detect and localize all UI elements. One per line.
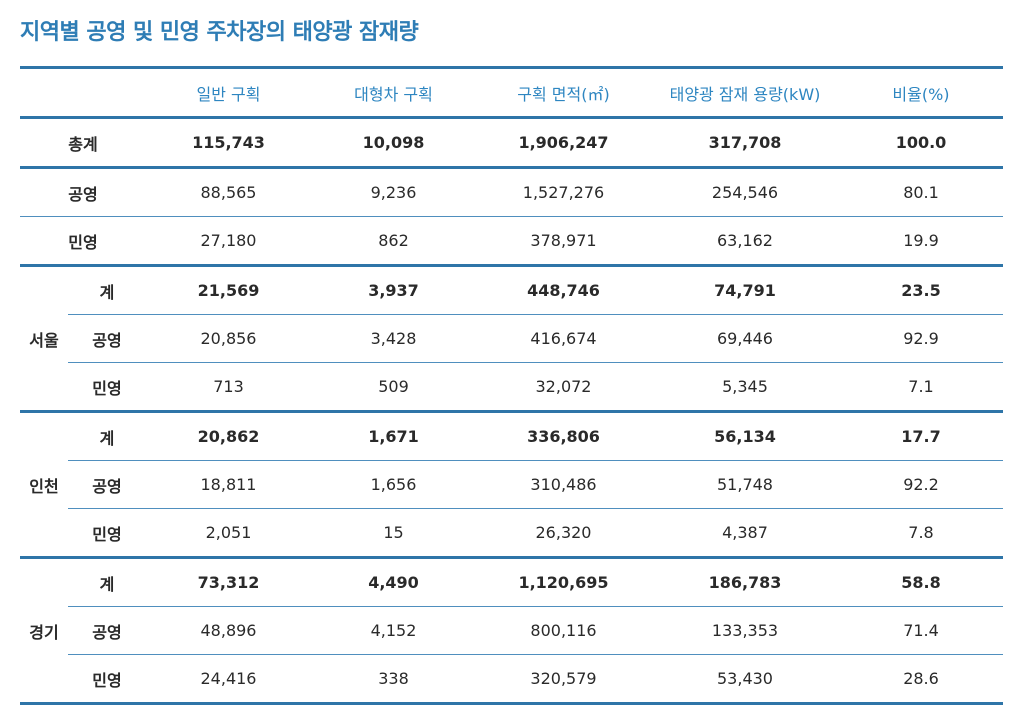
table-cell: 1,527,276 [476, 167, 651, 217]
column-header: 구획 면적(㎡) [476, 66, 651, 119]
table-cell: 32,072 [476, 362, 651, 413]
table-cell: 509 [311, 362, 476, 413]
table-cell: 3,937 [311, 265, 476, 315]
row-label: 민영 [68, 654, 146, 705]
table-cell: 7.8 [839, 508, 1003, 559]
table-cell: 48,896 [146, 606, 311, 655]
region-subtotal-row: 인천 계 20,862 1,671 336,806 56,134 17.7 [20, 411, 1003, 559]
table-cell: 18,811 [146, 460, 311, 509]
table-cell: 88,565 [146, 167, 311, 217]
table-cell: 133,353 [651, 606, 839, 655]
table-cell: 7.1 [839, 362, 1003, 413]
solar-potential-table: 일반 구획 대형차 구획 구획 면적(㎡) 태양광 잠재 용량(kW) 비율(%… [20, 66, 1003, 705]
table-row: 민영 24,416 338 320,579 53,430 28.6 [20, 654, 1003, 705]
table-header-row: 일반 구획 대형차 구획 구획 면적(㎡) 태양광 잠재 용량(kW) 비율(%… [20, 66, 1003, 119]
table-cell: 73,312 [146, 557, 311, 607]
table-cell: 336,806 [476, 411, 651, 461]
table-cell: 17.7 [839, 411, 1003, 461]
table-cell: 74,791 [651, 265, 839, 315]
region-label: 인천 [20, 411, 68, 559]
column-header: 비율(%) [839, 66, 1003, 119]
table-cell: 56,134 [651, 411, 839, 461]
table-row: 공영 18,811 1,656 310,486 51,748 92.2 [20, 460, 1003, 509]
table-cell: 115,743 [146, 117, 311, 169]
table-cell: 9,236 [311, 167, 476, 217]
row-label: 계 [68, 557, 146, 607]
row-label: 공영 [68, 314, 146, 363]
table-cell: 317,708 [651, 117, 839, 169]
table-row: 민영 27,180 862 378,971 63,162 19.9 [20, 216, 1003, 267]
table-cell: 4,387 [651, 508, 839, 559]
table-row: 민영 2,051 15 26,320 4,387 7.8 [20, 508, 1003, 559]
table-cell: 63,162 [651, 216, 839, 267]
table-cell: 448,746 [476, 265, 651, 315]
table-cell: 92.2 [839, 460, 1003, 509]
column-header: 대형차 구획 [311, 66, 476, 119]
table-cell: 5,345 [651, 362, 839, 413]
region-subtotal-row: 경기 계 73,312 4,490 1,120,695 186,783 58.8 [20, 557, 1003, 705]
table-cell: 100.0 [839, 117, 1003, 169]
table-cell: 26,320 [476, 508, 651, 559]
header-corner [20, 66, 146, 119]
table-cell: 2,051 [146, 508, 311, 559]
table-cell: 338 [311, 654, 476, 705]
row-label: 민영 [20, 216, 146, 267]
table-cell: 4,152 [311, 606, 476, 655]
table-cell: 58.8 [839, 557, 1003, 607]
table-cell: 416,674 [476, 314, 651, 363]
table-cell: 800,116 [476, 606, 651, 655]
table-cell: 80.1 [839, 167, 1003, 217]
column-header: 태양광 잠재 용량(kW) [651, 66, 839, 119]
table-cell: 3,428 [311, 314, 476, 363]
table-cell: 24,416 [146, 654, 311, 705]
row-label: 총계 [20, 117, 146, 169]
page-title: 지역별 공영 및 민영 주차장의 태양광 잠재량 [20, 20, 419, 45]
table-cell: 310,486 [476, 460, 651, 509]
row-label: 민영 [68, 362, 146, 413]
table-cell: 53,430 [651, 654, 839, 705]
table-cell: 1,906,247 [476, 117, 651, 169]
row-label: 공영 [68, 460, 146, 509]
table-cell: 862 [311, 216, 476, 267]
table-cell: 15 [311, 508, 476, 559]
table-cell: 71.4 [839, 606, 1003, 655]
region-subtotal-row: 서울 계 21,569 3,937 448,746 74,791 23.5 [20, 265, 1003, 413]
region-label: 경기 [20, 557, 68, 705]
column-header: 일반 구획 [146, 66, 311, 119]
table-cell: 713 [146, 362, 311, 413]
row-label: 민영 [68, 508, 146, 559]
table-cell: 27,180 [146, 216, 311, 267]
table-cell: 20,862 [146, 411, 311, 461]
table-cell: 69,446 [651, 314, 839, 363]
table-row: 공영 48,896 4,152 800,116 133,353 71.4 [20, 606, 1003, 655]
table-cell: 21,569 [146, 265, 311, 315]
table-cell: 23.5 [839, 265, 1003, 315]
table-cell: 320,579 [476, 654, 651, 705]
table-cell: 1,120,695 [476, 557, 651, 607]
table-cell: 378,971 [476, 216, 651, 267]
table-cell: 4,490 [311, 557, 476, 607]
table-cell: 254,546 [651, 167, 839, 217]
table-cell: 20,856 [146, 314, 311, 363]
total-row: 총계 115,743 10,098 1,906,247 317,708 100.… [20, 117, 1003, 169]
table-cell: 10,098 [311, 117, 476, 169]
table-cell: 51,748 [651, 460, 839, 509]
row-label: 공영 [68, 606, 146, 655]
table-cell: 1,656 [311, 460, 476, 509]
table-row: 공영 88,565 9,236 1,527,276 254,546 80.1 [20, 167, 1003, 217]
region-label: 서울 [20, 265, 68, 413]
row-label: 공영 [20, 167, 146, 217]
table-cell: 19.9 [839, 216, 1003, 267]
table-row: 민영 713 509 32,072 5,345 7.1 [20, 362, 1003, 413]
table-cell: 28.6 [839, 654, 1003, 705]
row-label: 계 [68, 265, 146, 315]
table-row: 공영 20,856 3,428 416,674 69,446 92.9 [20, 314, 1003, 363]
table-cell: 1,671 [311, 411, 476, 461]
row-label: 계 [68, 411, 146, 461]
table-cell: 186,783 [651, 557, 839, 607]
table-cell: 92.9 [839, 314, 1003, 363]
